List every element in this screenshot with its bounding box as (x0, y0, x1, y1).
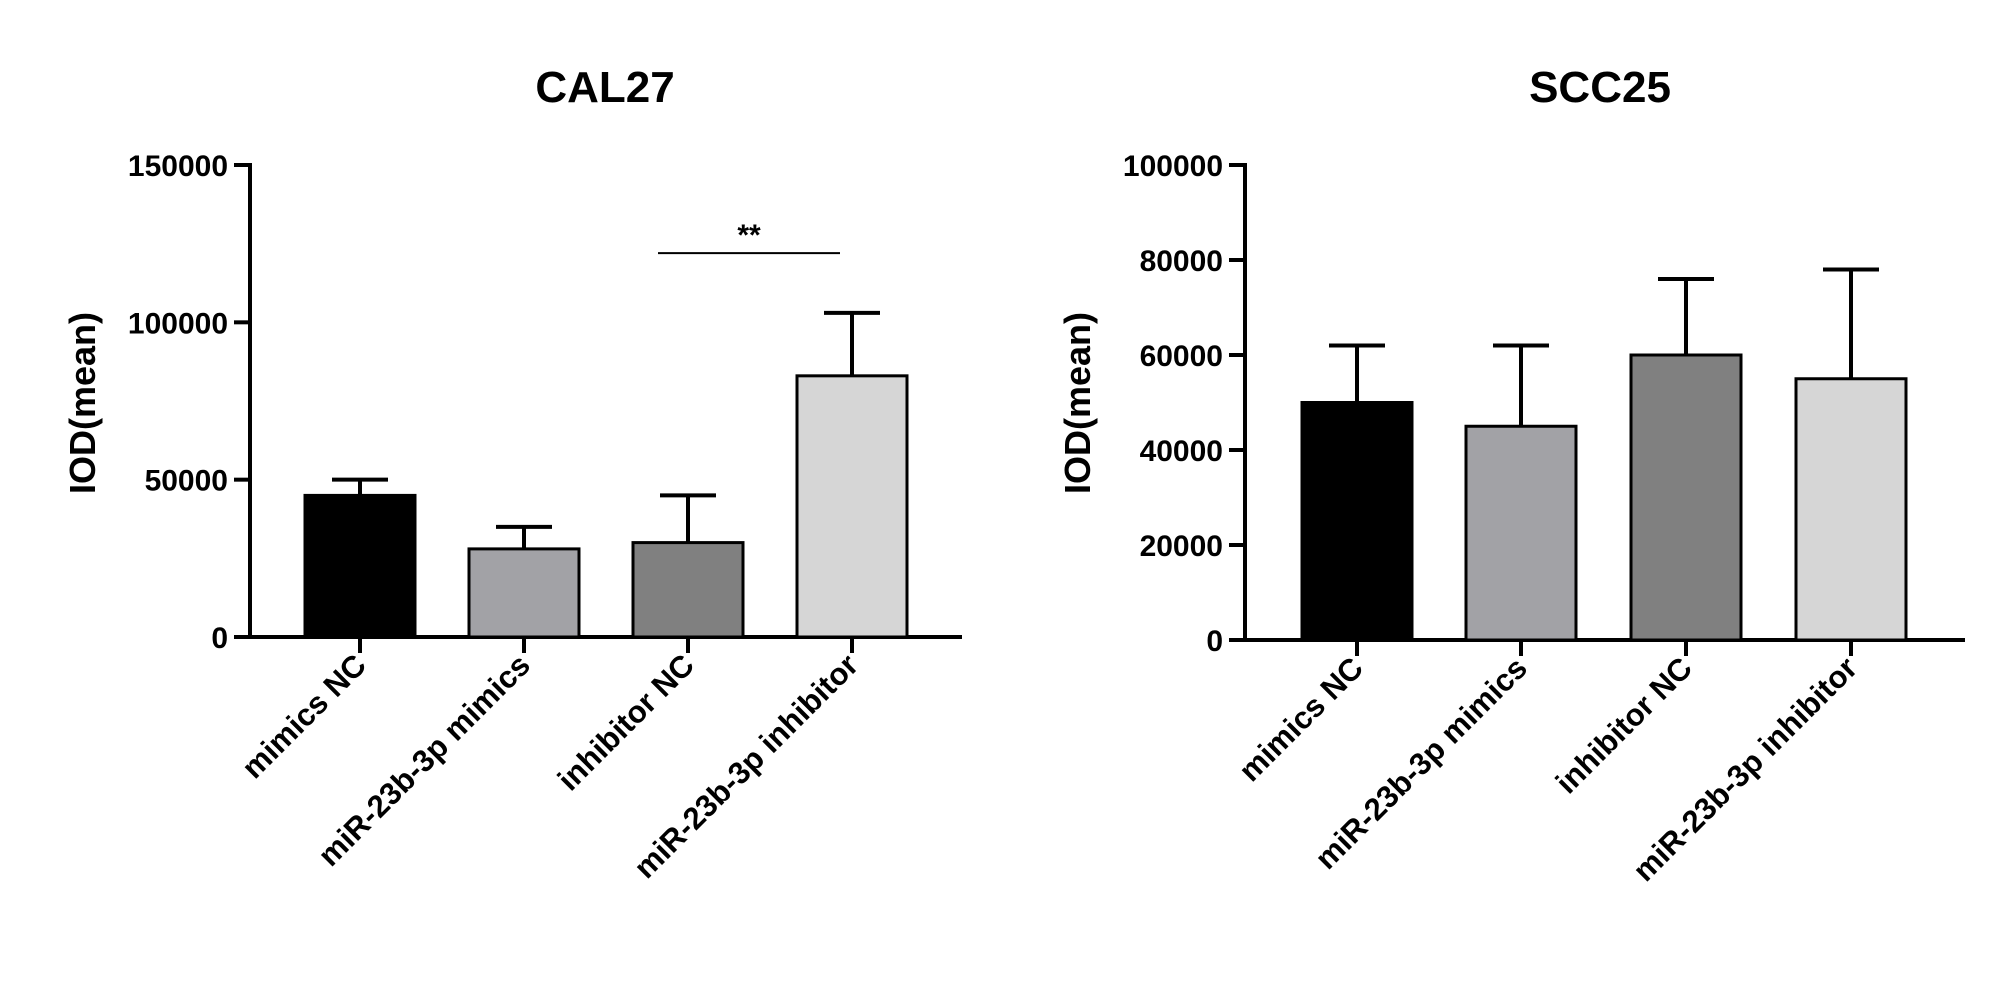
y-tick-label: 0 (1206, 625, 1223, 658)
bar (1300, 401, 1414, 642)
bar (1629, 353, 1743, 642)
y-tick-label: 50000 (145, 465, 228, 498)
y-tick-label: 80000 (1140, 245, 1223, 278)
y-axis-label: IOD(mean) (1057, 312, 1098, 494)
y-tick-label: 40000 (1140, 435, 1223, 468)
y-tick-label: 150000 (128, 150, 228, 183)
chart-title: CAL27 (535, 63, 674, 112)
y-axis-label: IOD(mean) (62, 312, 103, 494)
significance-label: ** (737, 219, 761, 252)
y-tick-label: 60000 (1140, 340, 1223, 373)
y-tick-label: 100000 (128, 307, 228, 340)
bar (467, 547, 581, 639)
bar (795, 374, 909, 639)
bar (303, 493, 417, 639)
y-tick-label: 100000 (1123, 150, 1223, 183)
bar (631, 541, 745, 639)
chart-title: SCC25 (1529, 63, 1671, 112)
bar (1794, 377, 1908, 642)
chart-panel-cal27: CAL27 IOD(mean) 050000100000150000mimics… (62, 63, 962, 885)
y-tick-label: 20000 (1140, 530, 1223, 563)
y-tick-label: 0 (211, 622, 228, 655)
bar (1464, 424, 1578, 642)
